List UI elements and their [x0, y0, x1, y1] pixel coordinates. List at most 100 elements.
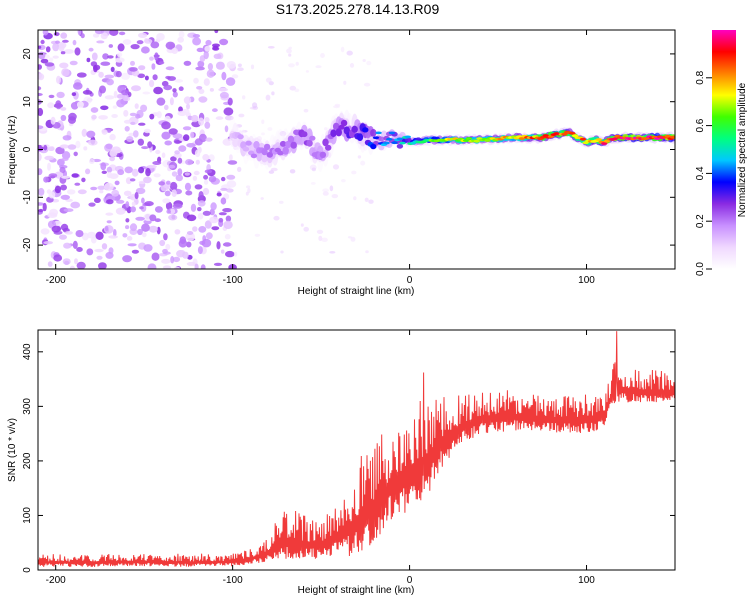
y-tick-label: 100 [22, 507, 33, 524]
noise-blob [161, 258, 171, 264]
noise-blob [192, 175, 198, 181]
noise-blob [184, 182, 192, 191]
noise-blob [267, 46, 275, 49]
noise-blob [332, 164, 340, 170]
ridge-segment [261, 154, 268, 163]
noise-blob [86, 57, 91, 63]
x-tick-label: 100 [578, 275, 595, 286]
noise-blob [192, 34, 200, 38]
noise-blob [198, 226, 207, 233]
noise-blob [303, 226, 310, 232]
noise-blob [202, 154, 210, 161]
noise-blob [76, 261, 86, 269]
noise-blob [200, 264, 206, 269]
noise-blob [125, 201, 130, 208]
noise-blob [126, 136, 134, 142]
noise-blob [122, 255, 132, 263]
noise-blob [123, 190, 132, 196]
noise-blob [212, 46, 220, 51]
noise-blob [115, 70, 122, 78]
noise-blob [165, 243, 171, 251]
noise-blob [101, 170, 108, 174]
noise-blob [286, 48, 292, 54]
noise-blob [111, 146, 121, 153]
noise-blob [343, 80, 347, 85]
noise-blob [104, 95, 115, 100]
noise-blob [44, 155, 55, 161]
noise-blob [194, 149, 201, 158]
noise-blob [162, 198, 171, 204]
noise-blob [130, 121, 136, 125]
noise-blob [113, 90, 118, 99]
ridge-segment [399, 141, 406, 145]
noise-blob [195, 159, 200, 165]
noise-blob [148, 225, 158, 233]
noise-blob [85, 168, 91, 175]
noise-blob [40, 58, 49, 64]
noise-blob [131, 85, 141, 92]
noise-blob [318, 235, 323, 241]
noise-blob [96, 40, 105, 44]
colorbar [712, 30, 736, 269]
noise-blob [115, 58, 120, 63]
noise-blob [172, 91, 178, 98]
noise-blob [202, 187, 210, 196]
ridge-segment [279, 140, 287, 147]
noise-blob [209, 216, 219, 224]
noise-blob [229, 154, 233, 161]
noise-blob [61, 68, 70, 77]
ridge-segment [388, 131, 396, 135]
noise-blob [89, 158, 95, 164]
noise-blob [310, 182, 316, 185]
noise-blob [192, 37, 202, 46]
ridge-segment [285, 140, 292, 148]
noise-blob [106, 199, 114, 205]
noise-blob [109, 156, 115, 162]
noise-blob [105, 251, 114, 259]
noise-blob [225, 77, 236, 86]
noise-blob [100, 32, 109, 40]
ridge-segment [282, 146, 289, 155]
ridge-segment [579, 137, 587, 141]
noise-blob [166, 180, 171, 185]
noise-blob [99, 85, 106, 94]
noise-blob [100, 61, 111, 66]
noise-blob [101, 243, 108, 250]
colorbar-tick-label: 0.0 [695, 262, 706, 276]
noise-blob [67, 144, 77, 150]
ridge-segment [301, 131, 308, 138]
noise-blob [100, 105, 109, 111]
noise-blob [143, 244, 153, 252]
noise-blob [72, 39, 77, 46]
noise-blob [96, 255, 103, 260]
noise-blob [203, 78, 210, 86]
noise-blob [64, 260, 70, 265]
noise-blob [167, 76, 177, 81]
noise-blob [186, 143, 196, 148]
noise-blob [128, 132, 135, 137]
noise-blob [135, 187, 146, 195]
noise-blob [82, 90, 93, 95]
noise-blob [178, 145, 187, 152]
noise-blob [223, 107, 234, 116]
snr-x-ticks: -200 -100 0 100 [46, 330, 595, 586]
noise-blob [129, 112, 137, 117]
noise-blob [47, 162, 51, 171]
snr-frame [37, 329, 676, 571]
noise-blob [86, 130, 96, 138]
noise-blob [159, 239, 166, 247]
noise-blob [60, 194, 70, 200]
noise-blob [170, 256, 175, 264]
noise-blob [224, 115, 234, 121]
noise-blob [161, 152, 166, 158]
noise-blob [47, 261, 53, 267]
noise-blob [197, 60, 205, 68]
noise-blob [205, 39, 212, 46]
noise-blob [303, 108, 309, 113]
noise-blob [218, 217, 224, 223]
noise-blob [47, 146, 55, 151]
noise-blob [138, 166, 145, 174]
noise-blob [138, 122, 146, 126]
noise-blob [121, 89, 129, 96]
